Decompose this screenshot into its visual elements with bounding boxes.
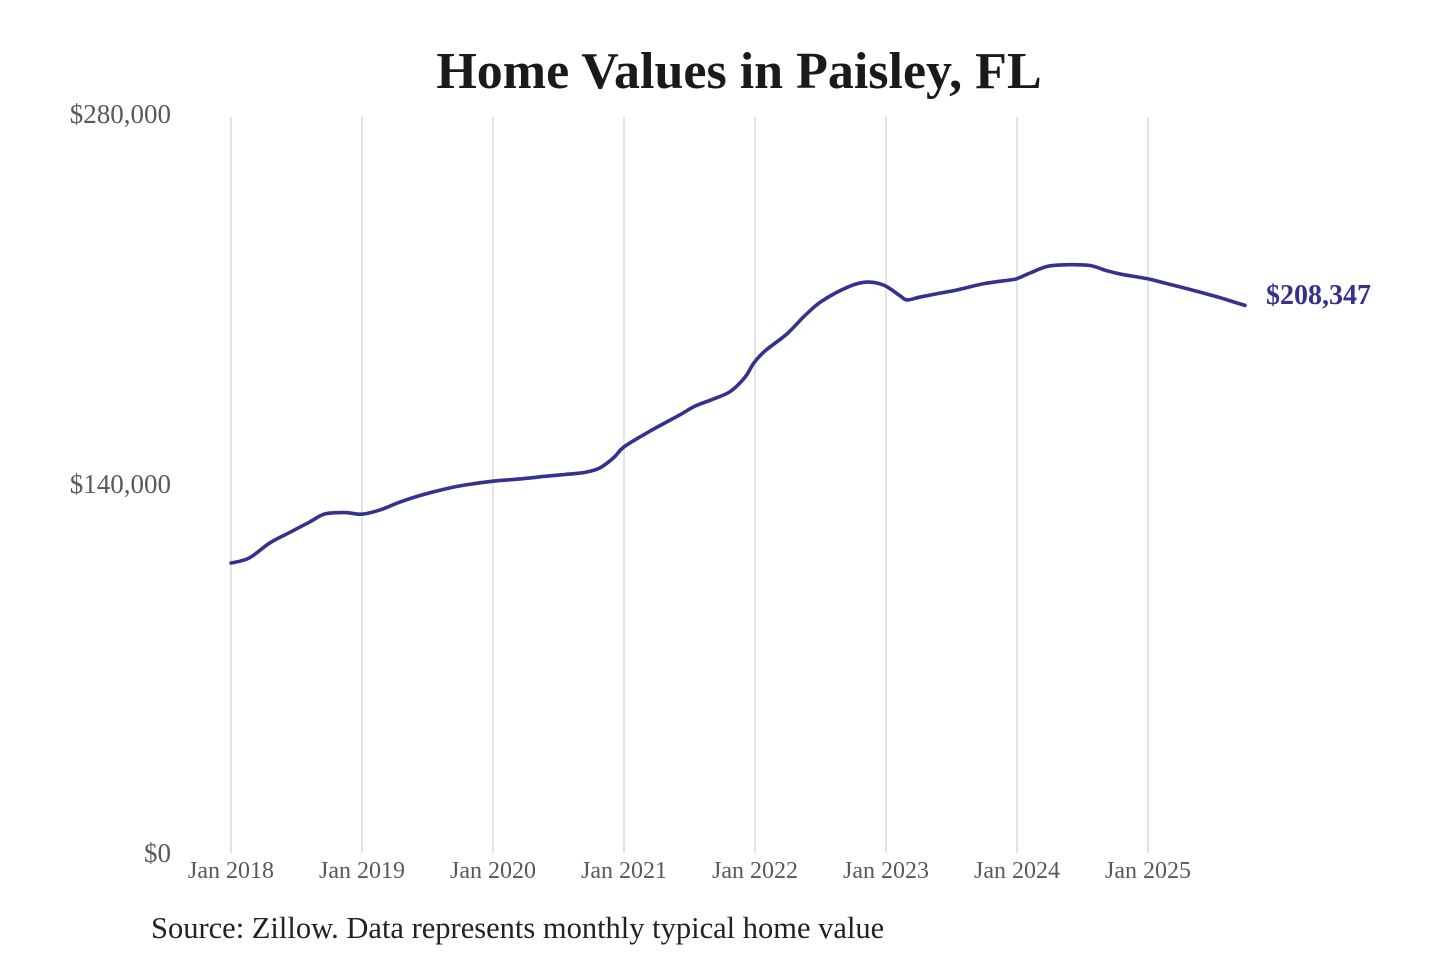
svg-text:$280,000: $280,000 xyxy=(70,99,171,129)
svg-text:Jan 2023: Jan 2023 xyxy=(843,858,929,884)
svg-text:Jan 2020: Jan 2020 xyxy=(450,858,536,884)
svg-text:Jan 2018: Jan 2018 xyxy=(188,858,274,884)
svg-text:Jan 2022: Jan 2022 xyxy=(712,858,798,884)
svg-text:Jan 2019: Jan 2019 xyxy=(319,858,405,884)
svg-text:$208,347: $208,347 xyxy=(1266,280,1371,311)
svg-text:Jan 2024: Jan 2024 xyxy=(974,858,1060,884)
svg-text:Jan 2021: Jan 2021 xyxy=(581,858,667,884)
svg-text:$0: $0 xyxy=(144,838,171,868)
svg-text:Jan 2025: Jan 2025 xyxy=(1105,858,1191,884)
svg-text:$140,000: $140,000 xyxy=(70,469,171,499)
